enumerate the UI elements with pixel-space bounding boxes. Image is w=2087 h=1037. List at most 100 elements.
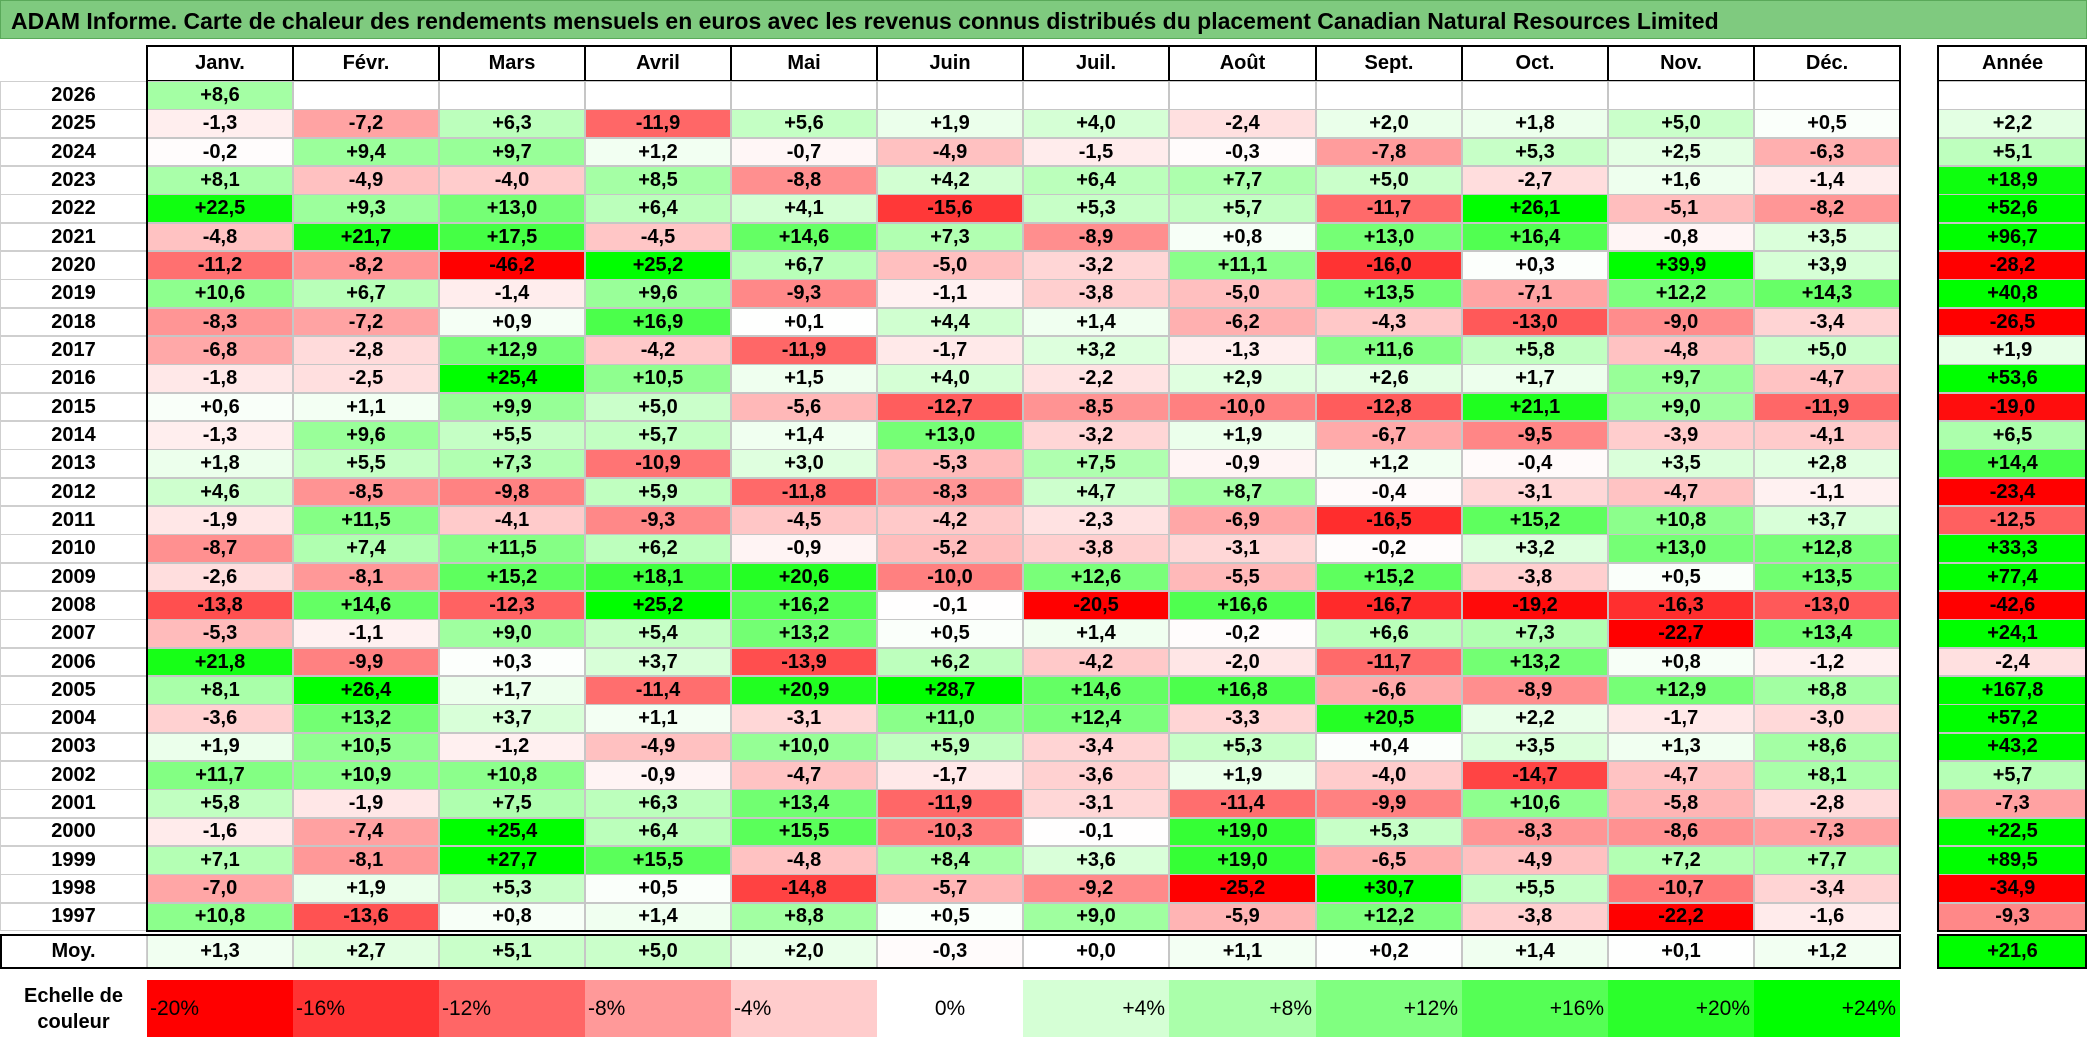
heatmap-cell: +5,0 — [1608, 109, 1754, 139]
heatmap-cell: -3,2 — [1023, 420, 1169, 450]
heatmap-cell: +16,8 — [1169, 675, 1316, 705]
heatmap-cell: -0,2 — [1169, 619, 1316, 649]
annual-total-cell: +89,5 — [1938, 845, 2087, 875]
heatmap-cell: -0,7 — [731, 137, 877, 167]
heatmap-cell: +5,8 — [1462, 335, 1608, 365]
heatmap-cell: +10,8 — [1608, 505, 1754, 535]
heatmap-cell: -10,0 — [877, 562, 1023, 592]
color-scale-swatch: +12% — [1316, 980, 1462, 1037]
heatmap-cell: +0,1 — [731, 307, 877, 337]
heatmap-cell: +7,1 — [147, 845, 293, 875]
annual-total-cell: +52,6 — [1938, 194, 2087, 224]
heatmap-cell: +9,6 — [585, 279, 731, 309]
heatmap-cell: +13,0 — [1316, 222, 1462, 252]
annual-total-cell: +2,2 — [1938, 109, 2087, 139]
heatmap-cell: +28,7 — [877, 675, 1023, 705]
heatmap-cell: -1,1 — [1754, 477, 1900, 507]
heatmap-cell: +4,1 — [731, 194, 877, 224]
heatmap-cell: +16,9 — [585, 307, 731, 337]
color-scale-swatch: +8% — [1169, 980, 1316, 1037]
heatmap-cell — [1316, 81, 1462, 110]
heatmap-cell: +5,6 — [731, 109, 877, 139]
average-cell: +0,1 — [1608, 935, 1754, 968]
row-year-label: 2021 — [0, 222, 147, 252]
heatmap-cell: -16,0 — [1316, 250, 1462, 280]
heatmap-cell: -0,9 — [1169, 449, 1316, 479]
heatmap-cell: +11,5 — [293, 505, 439, 535]
heatmap-cell: +6,4 — [585, 194, 731, 224]
heatmap-cell: -7,2 — [293, 307, 439, 337]
heatmap-cell: +1,3 — [1608, 732, 1754, 762]
average-cell: +0,0 — [1023, 935, 1169, 968]
color-scale-swatch: +4% — [1023, 980, 1169, 1037]
heatmap-cell: -19,2 — [1462, 590, 1608, 620]
heatmap-cell: +11,6 — [1316, 335, 1462, 365]
heatmap-cell: +9,7 — [439, 137, 585, 167]
heatmap-cell: +2,5 — [1608, 137, 1754, 167]
heatmap-cell: -0,4 — [1462, 449, 1608, 479]
heatmap-cell: +12,4 — [1023, 704, 1169, 734]
heatmap-cell: +13,0 — [877, 420, 1023, 450]
heatmap-cell: +8,5 — [585, 165, 731, 195]
heatmap-cell: -2,6 — [147, 562, 293, 592]
heatmap-cell: +3,2 — [1462, 534, 1608, 564]
annual-total-cell: -42,6 — [1938, 590, 2087, 620]
heatmap-cell: +25,4 — [439, 817, 585, 847]
annual-total-cell: +53,6 — [1938, 364, 2087, 394]
heatmap-cell: -4,0 — [439, 165, 585, 195]
annual-total-cell: -26,5 — [1938, 307, 2087, 337]
heatmap-cell: +1,4 — [1023, 307, 1169, 337]
heatmap-cell: +13,0 — [439, 194, 585, 224]
heatmap-cell: -1,2 — [1754, 647, 1900, 677]
heatmap-cell: +1,7 — [1462, 364, 1608, 394]
heatmap-cell: -8,5 — [1023, 392, 1169, 422]
heatmap-cell: +8,6 — [147, 81, 293, 110]
heatmap-cell: +5,7 — [1169, 194, 1316, 224]
heatmap-cell: -9,9 — [293, 647, 439, 677]
heatmap-cell: -3,4 — [1023, 732, 1169, 762]
heatmap-cell: -11,2 — [147, 250, 293, 280]
heatmap-cell: +2,6 — [1316, 364, 1462, 394]
annual-total-cell: +57,2 — [1938, 704, 2087, 734]
month-header: Févr. — [293, 46, 439, 81]
row-year-label: 2019 — [0, 279, 147, 309]
heatmap-cell: +3,2 — [1023, 335, 1169, 365]
heatmap-cell: +10,6 — [1462, 789, 1608, 819]
heatmap-cell: +3,7 — [439, 704, 585, 734]
heatmap-cell: -4,7 — [731, 760, 877, 790]
heatmap-cell: +6,3 — [585, 789, 731, 819]
heatmap-cell: +15,5 — [731, 817, 877, 847]
heatmap-cell: +11,5 — [439, 534, 585, 564]
average-annual-cell: +21,6 — [1938, 935, 2087, 968]
annual-total-cell: -7,3 — [1938, 789, 2087, 819]
heatmap-cell: +19,0 — [1169, 817, 1316, 847]
heatmap-cell: +14,6 — [1023, 675, 1169, 705]
annual-total-cell: +96,7 — [1938, 222, 2087, 252]
row-year-label: 2001 — [0, 789, 147, 819]
heatmap-cell: +13,5 — [1754, 562, 1900, 592]
heatmap-cell — [877, 81, 1023, 110]
heatmap-cell: -5,0 — [1169, 279, 1316, 309]
heatmap-cell: +11,0 — [877, 704, 1023, 734]
heatmap-cell: +0,5 — [877, 619, 1023, 649]
heatmap-cell: +6,3 — [439, 109, 585, 139]
heatmap-cell: -1,9 — [293, 789, 439, 819]
heatmap-cell: -5,8 — [1608, 789, 1754, 819]
month-header: Sept. — [1316, 46, 1462, 81]
heatmap-cell: +11,1 — [1169, 250, 1316, 280]
heatmap-cell: -16,3 — [1608, 590, 1754, 620]
heatmap-cell: +1,9 — [293, 874, 439, 904]
heatmap-cell: +5,5 — [1462, 874, 1608, 904]
annual-total-cell: +167,8 — [1938, 675, 2087, 705]
heatmap-cell: +1,7 — [439, 675, 585, 705]
heatmap-cell: +3,0 — [731, 449, 877, 479]
heatmap-cell: -3,1 — [1023, 789, 1169, 819]
heatmap-cell: +16,4 — [1462, 222, 1608, 252]
average-cell: +1,1 — [1169, 935, 1316, 968]
heatmap-cell: +5,4 — [585, 619, 731, 649]
heatmap-cell: +1,5 — [731, 364, 877, 394]
heatmap-cell: +1,2 — [585, 137, 731, 167]
heatmap-cell: +12,8 — [1754, 534, 1900, 564]
row-year-label: 2012 — [0, 477, 147, 507]
heatmap-cell: -1,4 — [1754, 165, 1900, 195]
